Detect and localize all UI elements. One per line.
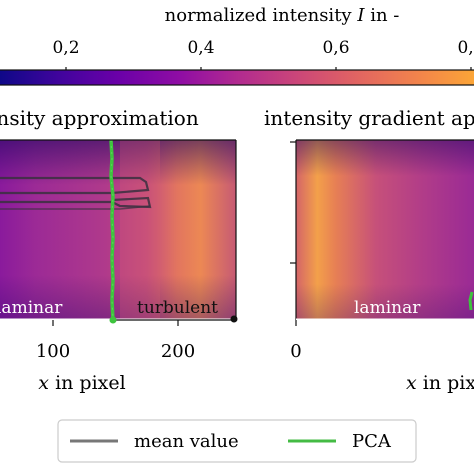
mean-value-line xyxy=(0,176,150,195)
x-axis-label-symbol: x xyxy=(38,372,49,394)
colorbar-label-symbol: I xyxy=(356,5,365,26)
panel-intensity-approximation: intensity approximation laminar turbulen… xyxy=(0,106,238,394)
region-label-turbulent: turbulent xyxy=(137,298,218,318)
colorbar-tick-label: 0,8 xyxy=(457,38,474,58)
mean-value-line xyxy=(0,205,151,210)
heatmap-2 xyxy=(296,140,474,320)
x-tick-label: 200 xyxy=(161,341,195,362)
colorbar-label: normalized intensity I in - xyxy=(165,5,400,26)
region-label-laminar: laminar xyxy=(354,298,421,318)
x-axis-label-symbol: x xyxy=(406,372,417,394)
transition-marker xyxy=(109,316,117,324)
heatmap-1 xyxy=(0,140,236,320)
colorbar: normalized intensity I in - 0,2 0,4 0,6 … xyxy=(0,5,474,86)
colorbar-tick-label: 0,4 xyxy=(187,38,214,58)
x-axis-label-suffix: in pixel xyxy=(423,372,474,394)
legend-box xyxy=(57,419,417,463)
colorbar-ticks: 0,2 0,4 0,6 0,8 xyxy=(52,38,474,73)
colorbar-gradient xyxy=(0,69,474,86)
mean-value-line xyxy=(0,196,152,209)
panel-title: intensity approximation xyxy=(0,106,199,130)
end-marker xyxy=(230,315,238,323)
x-tick-label: 0 xyxy=(290,341,301,362)
x-tick-label: 100 xyxy=(36,341,70,362)
x-axis-label: x in pixel xyxy=(406,372,474,394)
legend: mean value PCA xyxy=(57,419,417,463)
x-axis-label-suffix: in pixel xyxy=(55,372,126,394)
legend-label-pca: PCA xyxy=(352,431,392,452)
x-axis-label: x in pixel xyxy=(38,372,125,394)
panel-intensity-gradient-approximation: intensity gradient approximation 0 lamin… xyxy=(264,106,474,394)
panel-title: intensity gradient approximation xyxy=(264,106,474,130)
pca-line xyxy=(468,291,474,311)
colorbar-label-prefix: normalized intensity xyxy=(165,5,353,26)
colorbar-tick-label: 0,2 xyxy=(52,38,79,58)
colorbar-tick-label: 0,6 xyxy=(322,38,349,58)
legend-label-mean-value: mean value xyxy=(134,431,239,452)
colorbar-label-suffix: in - xyxy=(370,5,399,26)
region-label-laminar: laminar xyxy=(0,298,63,318)
